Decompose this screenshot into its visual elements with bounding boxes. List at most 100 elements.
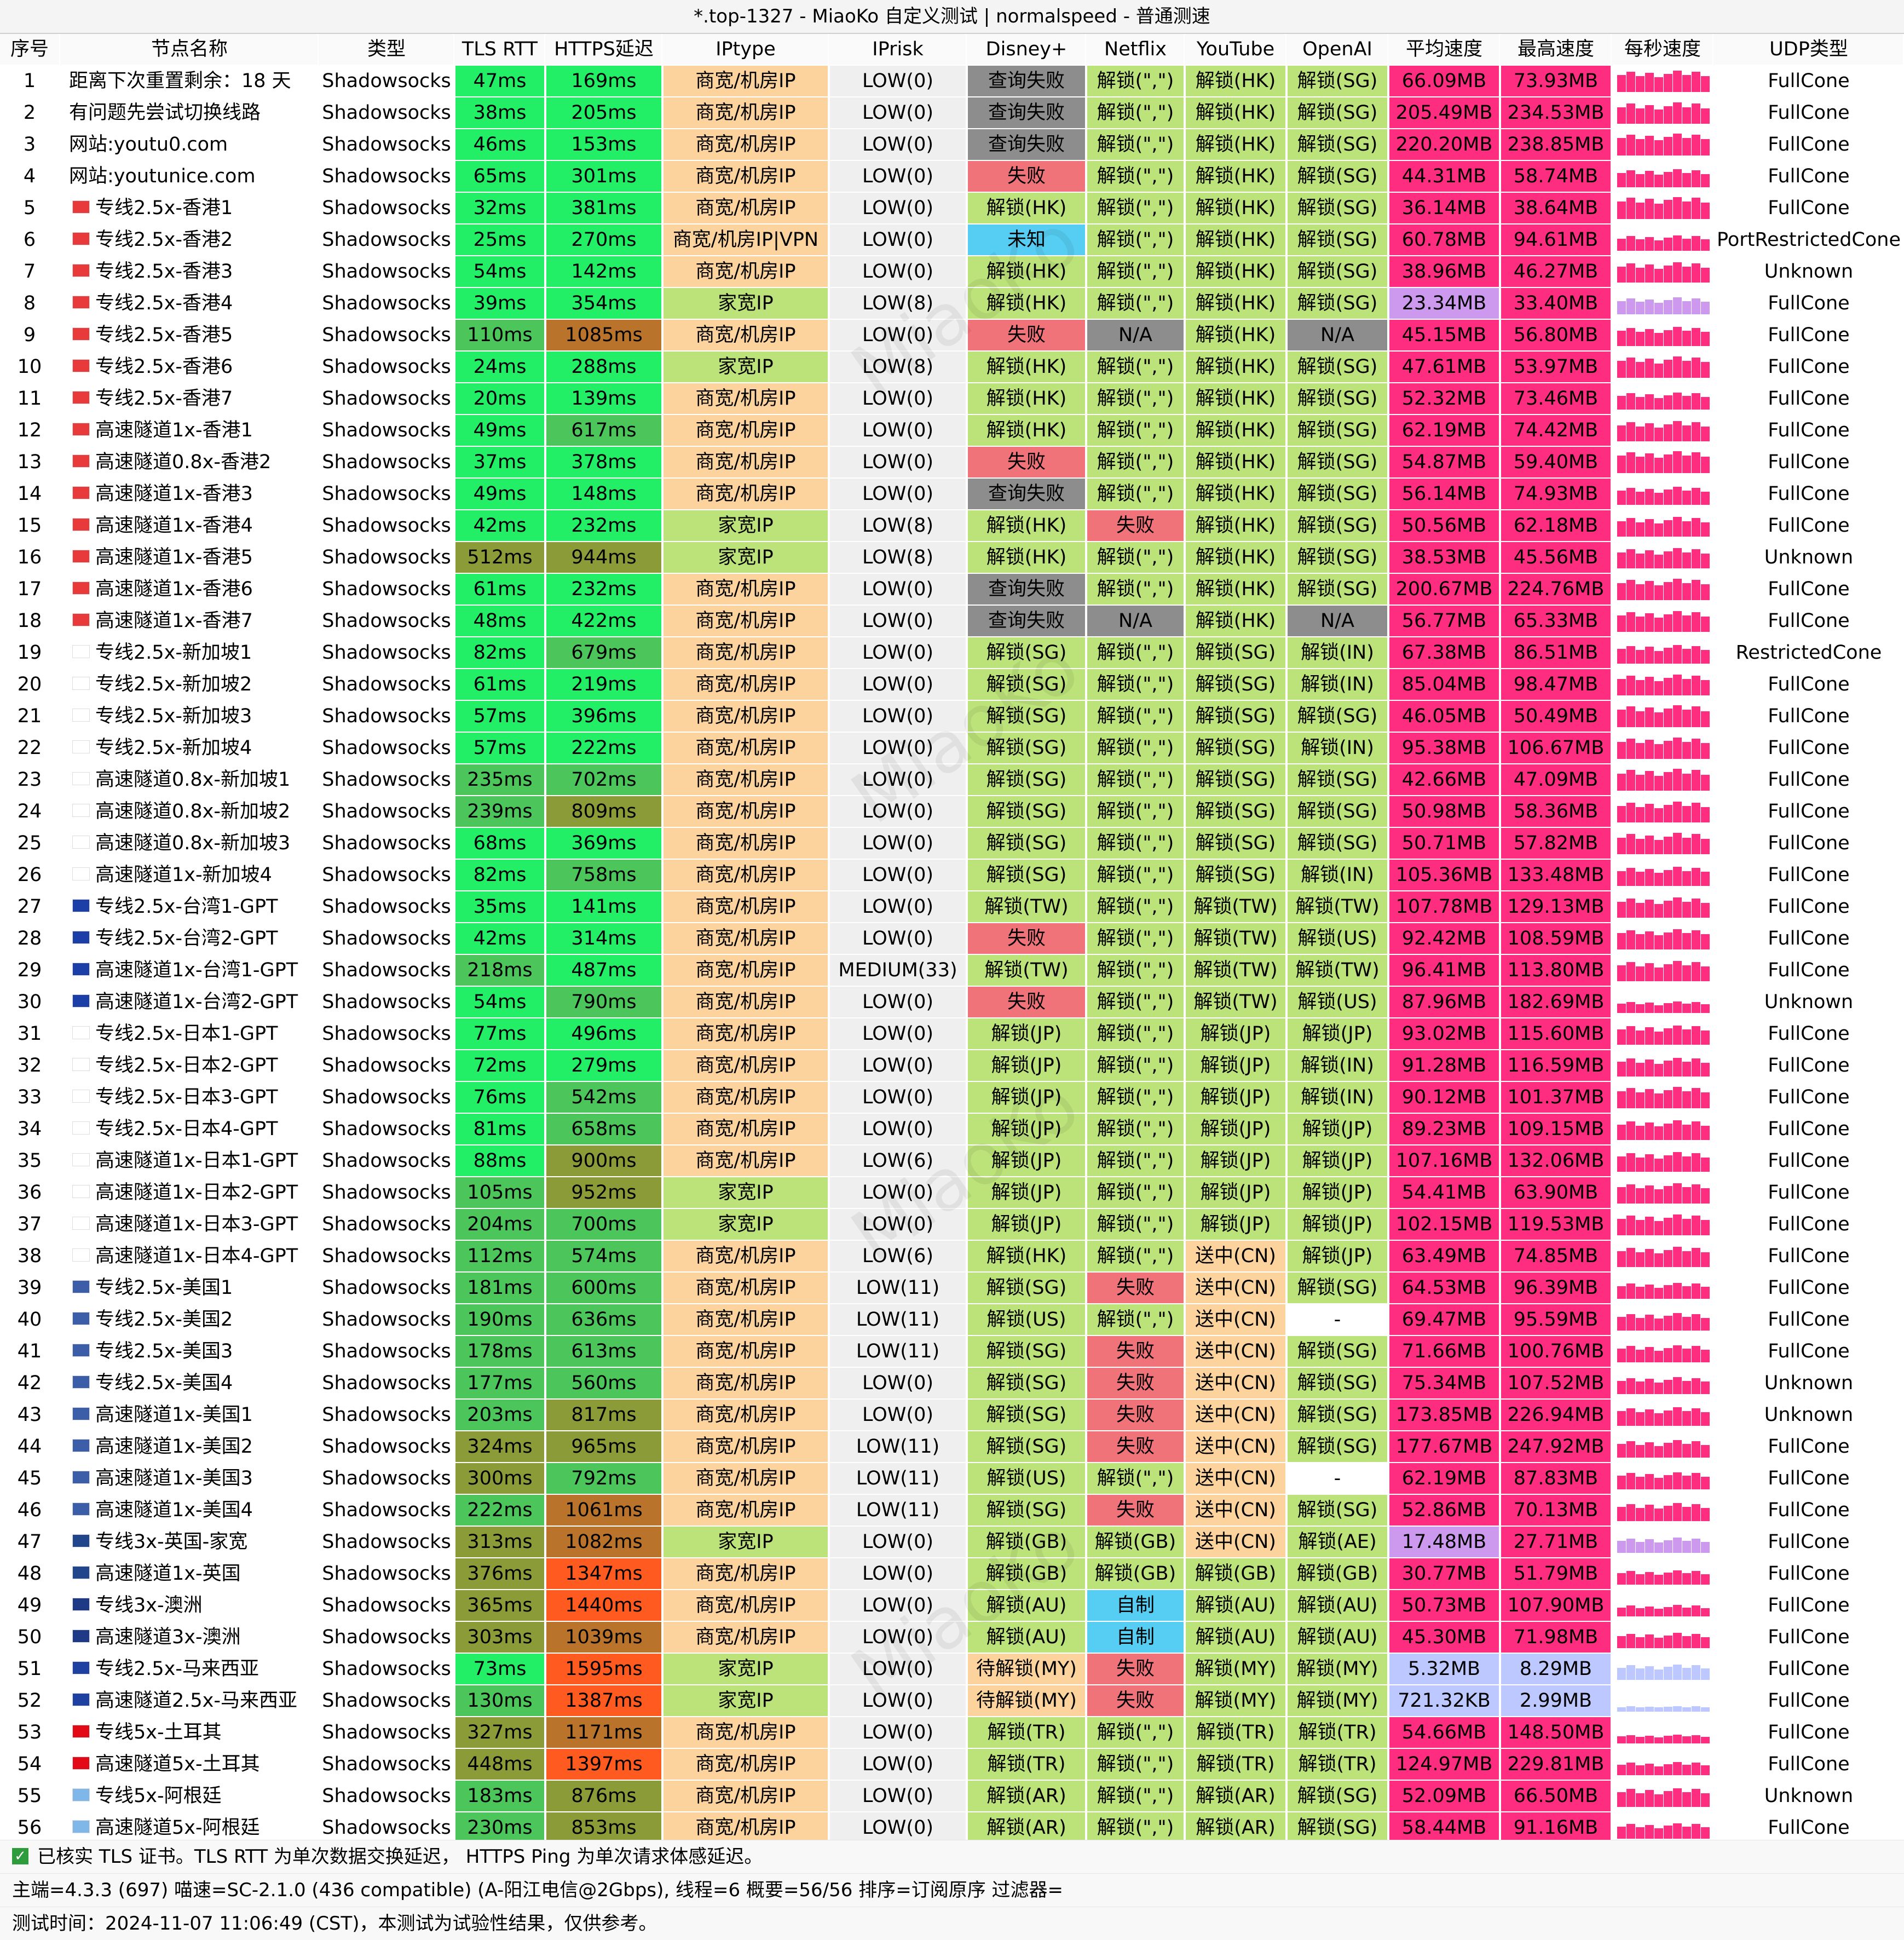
header-youtube[interactable]: YouTube: [1186, 34, 1286, 66]
table-row[interactable]: 45 高速隧道1x-美国3 Shadowsocks 300ms 792ms 商宽/机房IP…: [0, 1463, 1904, 1495]
ip-risk: LOW(11): [830, 1304, 967, 1336]
table-row[interactable]: 18 高速隧道1x-香港7 Shadowsocks 48ms 422ms 商宽/机房IP L…: [0, 606, 1904, 637]
table-row[interactable]: 8 专线2.5x-香港4 Shadowsocks 39ms 354ms 家宽IP LOW(8…: [0, 288, 1904, 320]
table-row[interactable]: 26 高速隧道1x-新加坡4 Shadowsocks 82ms 758ms 商宽/机房IP…: [0, 860, 1904, 891]
table-row[interactable]: 27 专线2.5x-台湾1-GPT Shadowsocks 35ms 141ms 商宽/机…: [0, 891, 1904, 923]
max-speed: 238.85MB: [1501, 129, 1612, 161]
table-row[interactable]: 34 专线2.5x-日本4-GPT Shadowsocks 81ms 658ms 商宽/机…: [0, 1114, 1904, 1145]
header-no[interactable]: 序号: [0, 34, 60, 66]
table-row[interactable]: 11 专线2.5x-香港7 Shadowsocks 20ms 139ms 商宽/机房IP L…: [0, 383, 1904, 415]
node-name-text: 专线2.5x-香港3: [95, 261, 233, 283]
table-row[interactable]: 22 专线2.5x-新加坡4 Shadowsocks 57ms 222ms 商宽/机房IP…: [0, 733, 1904, 764]
speed-bar: [1664, 424, 1672, 441]
youtube-status: 解锁(MY): [1186, 1654, 1286, 1685]
header-iprisk[interactable]: IPrisk: [830, 34, 967, 66]
speed-bar: [1626, 328, 1635, 346]
table-row[interactable]: 4 网站:youtunice.com Shadowsocks 65ms 301ms 商宽/…: [0, 161, 1904, 193]
speed-bar: [1626, 1184, 1635, 1204]
table-row[interactable]: 25 高速隧道0.8x-新加坡3 Shadowsocks 68ms 369ms 商宽/机房…: [0, 828, 1904, 860]
header-iptype[interactable]: IPtype: [663, 34, 829, 66]
table-row[interactable]: 9 专线2.5x-香港5 Shadowsocks 110ms 1085ms 商宽/机房IP…: [0, 320, 1904, 352]
netflix-status: 解锁(","): [1087, 1177, 1185, 1209]
tls-rtt: 32ms: [455, 193, 545, 224]
header-type[interactable]: 类型: [320, 34, 454, 66]
table-row[interactable]: 53 专线5x-土耳其 Shadowsocks 327ms 1171ms 商宽/机房IP L…: [0, 1717, 1904, 1749]
table-row[interactable]: 2 有问题先尝试切换线路 Shadowsocks 38ms 205ms 商宽/机房IP LO…: [0, 97, 1904, 129]
table-row[interactable]: 42 专线2.5x-美国4 Shadowsocks 177ms 560ms 商宽/机房IP…: [0, 1368, 1904, 1400]
speed-bar: [1626, 676, 1635, 695]
ip-type: 商宽/机房IP: [663, 161, 829, 193]
table-row[interactable]: 48 高速隧道1x-英国 Shadowsocks 376ms 1347ms 商宽/机房IP…: [0, 1558, 1904, 1590]
table-row[interactable]: 16 高速隧道1x-香港5 Shadowsocks 512ms 944ms 家宽IP LOW…: [0, 542, 1904, 574]
table-row[interactable]: 56 高速隧道5x-阿根廷 Shadowsocks 230ms 853ms 商宽/机房IP…: [0, 1812, 1904, 1844]
header-per-second-speed[interactable]: 每秒速度: [1613, 34, 1713, 66]
table-row[interactable]: 14 高速隧道1x-香港3 Shadowsocks 49ms 148ms 商宽/机房IP L…: [0, 479, 1904, 510]
header-https-latency[interactable]: HTTPS延迟: [546, 34, 662, 66]
ip-type: 商宽/机房IP: [663, 1050, 829, 1082]
table-row[interactable]: 23 高速隧道0.8x-新加坡1 Shadowsocks 235ms 702ms 商宽/机…: [0, 764, 1904, 796]
header-udp-type[interactable]: UDP类型: [1715, 34, 1904, 66]
speed-bar: [1636, 457, 1645, 473]
speed-bar: [1701, 680, 1710, 695]
ip-risk: LOW(0): [830, 1082, 967, 1114]
table-row[interactable]: 12 高速隧道1x-香港1 Shadowsocks 49ms 617ms 商宽/机房IP L…: [0, 415, 1904, 447]
table-row[interactable]: 30 高速隧道1x-台湾2-GPT Shadowsocks 54ms 790ms 商宽/机…: [0, 987, 1904, 1018]
table-row[interactable]: 49 专线3x-澳洲 Shadowsocks 365ms 1440ms 商宽/机房IP LO…: [0, 1590, 1904, 1622]
disney-status: 解锁(HK): [968, 542, 1086, 574]
header-node-name[interactable]: 节点名称: [61, 34, 319, 66]
table-row[interactable]: 44 高速隧道1x-美国2 Shadowsocks 324ms 965ms 商宽/机房IP…: [0, 1431, 1904, 1463]
openai-status: N/A: [1288, 606, 1388, 637]
table-row[interactable]: 19 专线2.5x-新加坡1 Shadowsocks 82ms 679ms 商宽/机房IP…: [0, 637, 1904, 669]
table-row[interactable]: 33 专线2.5x-日本3-GPT Shadowsocks 76ms 542ms 商宽/机…: [0, 1082, 1904, 1114]
row-index: 41: [0, 1336, 60, 1368]
speed-bar: [1617, 1668, 1626, 1680]
table-row[interactable]: 24 高速隧道0.8x-新加坡2 Shadowsocks 239ms 809ms 商宽/机…: [0, 796, 1904, 828]
disney-status: 解锁(SG): [968, 733, 1086, 764]
table-row[interactable]: 37 高速隧道1x-日本3-GPT Shadowsocks 204ms 700ms 家宽I…: [0, 1209, 1904, 1241]
table-row[interactable]: 5 专线2.5x-香港1 Shadowsocks 32ms 381ms 商宽/机房IP LO…: [0, 193, 1904, 224]
table-row[interactable]: 51 专线2.5x-马来西亚 Shadowsocks 73ms 1595ms 家宽IP LO…: [0, 1654, 1904, 1685]
table-row[interactable]: 32 专线2.5x-日本2-GPT Shadowsocks 72ms 279ms 商宽/机…: [0, 1050, 1904, 1082]
table-row[interactable]: 28 专线2.5x-台湾2-GPT Shadowsocks 42ms 314ms 商宽/机…: [0, 923, 1904, 955]
table-row[interactable]: 1 距离下次重置剩余：18 天 Shadowsocks 47ms 169ms 商宽/机房I…: [0, 66, 1904, 97]
table-row[interactable]: 43 高速隧道1x-美国1 Shadowsocks 203ms 817ms 商宽/机房IP…: [0, 1400, 1904, 1431]
table-row[interactable]: 10 专线2.5x-香港6 Shadowsocks 24ms 288ms 家宽IP LOW(…: [0, 352, 1904, 383]
node-name: 专线2.5x-日本1-GPT: [61, 1018, 318, 1049]
table-row[interactable]: 17 高速隧道1x-香港6 Shadowsocks 61ms 232ms 商宽/机房IP L…: [0, 574, 1904, 606]
speed-bar: [1664, 614, 1672, 632]
table-row[interactable]: 15 高速隧道1x-香港4 Shadowsocks 42ms 232ms 家宽IP LOW(…: [0, 510, 1904, 542]
header-max-speed[interactable]: 最高速度: [1501, 34, 1612, 66]
table-row[interactable]: 6 专线2.5x-香港2 Shadowsocks 25ms 270ms 商宽/机房IP|V…: [0, 224, 1904, 256]
table-row[interactable]: 20 专线2.5x-新加坡2 Shadowsocks 61ms 219ms 商宽/机房IP…: [0, 669, 1904, 701]
speed-bar: [1682, 806, 1691, 822]
table-row[interactable]: 3 网站:youtu0.com Shadowsocks 46ms 153ms 商宽/机房I…: [0, 129, 1904, 161]
table-row[interactable]: 31 专线2.5x-日本1-GPT Shadowsocks 77ms 496ms 商宽/机…: [0, 1018, 1904, 1050]
table-row[interactable]: 13 高速隧道0.8x-香港2 Shadowsocks 37ms 378ms 商宽/机房I…: [0, 447, 1904, 479]
table-row[interactable]: 29 高速隧道1x-台湾1-GPT Shadowsocks 218ms 487ms 商宽/…: [0, 955, 1904, 987]
table-row[interactable]: 21 专线2.5x-新加坡3 Shadowsocks 57ms 396ms 商宽/机房IP…: [0, 701, 1904, 733]
table-row[interactable]: 47 专线3x-英国-家宽 Shadowsocks 313ms 1082ms 家宽IP LO…: [0, 1527, 1904, 1558]
table-row[interactable]: 52 高速隧道2.5x-马来西亚 Shadowsocks 130ms 1387ms 家宽I…: [0, 1685, 1904, 1717]
speed-bar: [1664, 1380, 1672, 1394]
table-row[interactable]: 55 专线5x-阿根廷 Shadowsocks 183ms 876ms 商宽/机房IP LO…: [0, 1781, 1904, 1812]
netflix-status: 解锁(","): [1087, 923, 1185, 955]
node-type: Shadowsocks: [320, 383, 454, 415]
speed-bar: [1664, 805, 1672, 822]
header-netflix[interactable]: Netflix: [1087, 34, 1185, 66]
table-row[interactable]: 41 专线2.5x-美国3 Shadowsocks 178ms 613ms 商宽/机房IP…: [0, 1336, 1904, 1368]
table-row[interactable]: 50 高速隧道3x-澳洲 Shadowsocks 303ms 1039ms 商宽/机房IP…: [0, 1622, 1904, 1654]
ip-type: 家宽IP: [663, 1177, 829, 1209]
table-row[interactable]: 36 高速隧道1x-日本2-GPT Shadowsocks 105ms 952ms 家宽I…: [0, 1177, 1904, 1209]
header-disney[interactable]: Disney+: [968, 34, 1086, 66]
table-row[interactable]: 54 高速隧道5x-土耳其 Shadowsocks 448ms 1397ms 商宽/机房I…: [0, 1749, 1904, 1781]
header-openai[interactable]: OpenAI: [1288, 34, 1388, 66]
table-row[interactable]: 46 高速隧道1x-美国4 Shadowsocks 222ms 1061ms 商宽/机房I…: [0, 1495, 1904, 1527]
table-row[interactable]: 38 高速隧道1x-日本4-GPT Shadowsocks 112ms 574ms 商宽/…: [0, 1241, 1904, 1273]
speed-bar: [1673, 356, 1682, 378]
table-row[interactable]: 40 专线2.5x-美国2 Shadowsocks 190ms 636ms 商宽/机房IP…: [0, 1304, 1904, 1336]
header-avg-speed[interactable]: 平均速度: [1389, 34, 1500, 66]
table-row[interactable]: 7 专线2.5x-香港3 Shadowsocks 54ms 142ms 商宽/机房IP LO…: [0, 256, 1904, 288]
table-row[interactable]: 35 高速隧道1x-日本1-GPT Shadowsocks 88ms 900ms 商宽/机…: [0, 1145, 1904, 1177]
table-row[interactable]: 39 专线2.5x-美国1 Shadowsocks 181ms 600ms 商宽/机房IP…: [0, 1273, 1904, 1304]
header-tls-rtt[interactable]: TLS RTT: [455, 34, 545, 66]
